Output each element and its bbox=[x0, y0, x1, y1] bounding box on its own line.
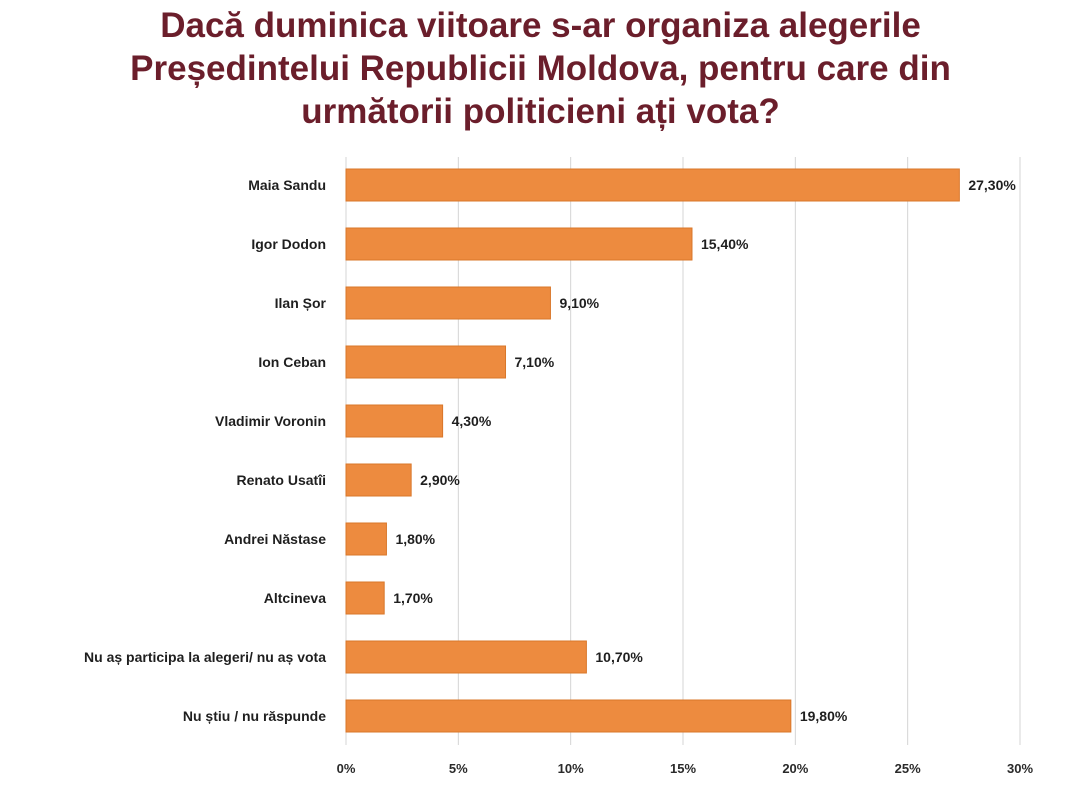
category-label-8: Nu aș participa la alegeri/ nu aș vota bbox=[84, 649, 326, 665]
category-label-4: Vladimir Voronin bbox=[215, 413, 326, 429]
x-tick-label-6: 30% bbox=[1007, 761, 1033, 776]
bar-8 bbox=[345, 640, 587, 674]
value-label-1: 15,40% bbox=[701, 236, 749, 252]
x-tick-label-3: 15% bbox=[670, 761, 696, 776]
category-label-2: Ilan Șor bbox=[275, 295, 327, 311]
bar-3 bbox=[345, 345, 507, 379]
value-label-6: 1,80% bbox=[395, 531, 435, 547]
value-label-2: 9,10% bbox=[559, 295, 599, 311]
bar-5 bbox=[345, 463, 412, 497]
value-label-5: 2,90% bbox=[420, 472, 460, 488]
value-label-3: 7,10% bbox=[515, 354, 555, 370]
value-label-0: 27,30% bbox=[968, 177, 1016, 193]
category-label-9: Nu știu / nu răspunde bbox=[183, 708, 326, 724]
bar-4 bbox=[345, 404, 444, 438]
category-label-7: Altcineva bbox=[264, 590, 326, 606]
bar-0 bbox=[345, 168, 960, 202]
bar-1 bbox=[345, 227, 693, 261]
value-label-8: 10,70% bbox=[595, 649, 643, 665]
x-tick-label-2: 10% bbox=[558, 761, 584, 776]
category-label-5: Renato Usatîi bbox=[237, 472, 326, 488]
chart-title-line-1: Dacă duminica viitoare s-ar organiza ale… bbox=[160, 6, 921, 45]
category-label-3: Ion Ceban bbox=[258, 354, 326, 370]
category-label-6: Andrei Năstase bbox=[224, 531, 326, 547]
category-label-0: Maia Sandu bbox=[248, 177, 326, 193]
value-label-4: 4,30% bbox=[452, 413, 492, 429]
chart-title: Dacă duminica viitoare s-ar organiza ale… bbox=[0, 4, 1081, 133]
chart-title-line-2: Președintelui Republicii Moldova, pentru… bbox=[130, 49, 951, 88]
bar-7 bbox=[345, 581, 385, 615]
bar-6 bbox=[345, 522, 387, 556]
x-tick-label-0: 0% bbox=[337, 761, 356, 776]
chart-title-line-3: următorii politicieni ați vota? bbox=[301, 92, 780, 131]
bar-2 bbox=[345, 286, 551, 320]
bar-9 bbox=[345, 699, 792, 733]
x-tick-label-4: 20% bbox=[782, 761, 808, 776]
x-tick-label-1: 5% bbox=[449, 761, 468, 776]
category-label-1: Igor Dodon bbox=[251, 236, 326, 252]
value-label-9: 19,80% bbox=[800, 708, 848, 724]
value-label-7: 1,70% bbox=[393, 590, 433, 606]
x-tick-label-5: 25% bbox=[895, 761, 921, 776]
